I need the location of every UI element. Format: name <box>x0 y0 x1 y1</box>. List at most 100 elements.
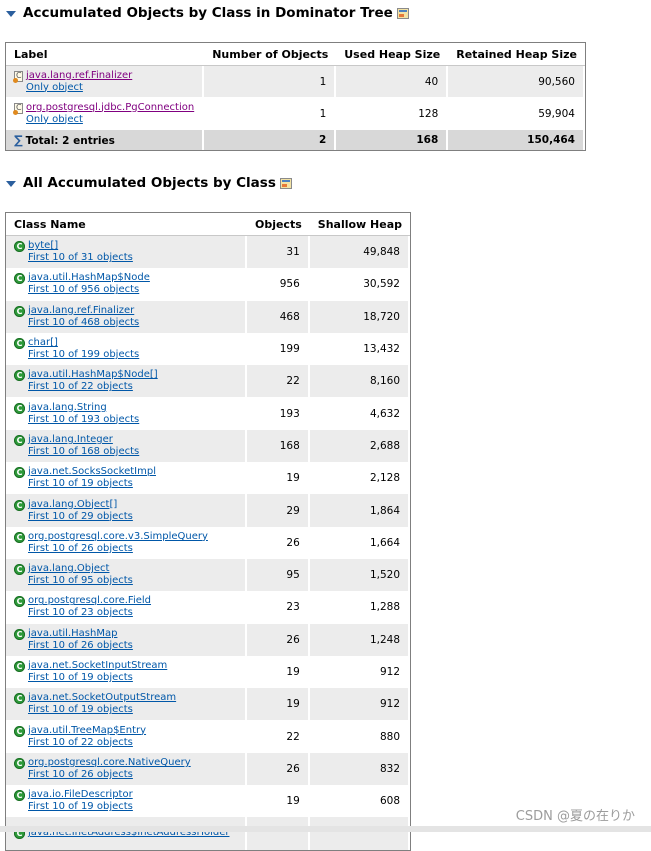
column-header-retained-heap[interactable]: Retained Heap Size <box>448 43 585 66</box>
objects-count: 956 <box>246 268 310 301</box>
class-link[interactable]: java.lang.Object[] <box>28 498 118 510</box>
section-dominator-header[interactable]: Accumulated Objects by Class in Dominato… <box>6 3 409 23</box>
shallow-heap-value: 30,592 <box>309 268 410 301</box>
collapse-triangle-icon[interactable] <box>6 11 16 17</box>
class-link[interactable]: java.util.HashMap <box>28 627 118 639</box>
table-row[interactable]: C java.lang.ref.Finalizer Only object 1 … <box>6 66 585 97</box>
retained-heap-value: 59,904 <box>448 97 585 130</box>
shallow-heap-value: 2,128 <box>309 462 410 495</box>
first-objects-link[interactable]: First 10 of 26 objects <box>28 768 133 780</box>
column-header-number-of-objects[interactable]: Number of Objects <box>204 43 337 66</box>
class-link[interactable]: java.lang.Object <box>28 563 110 575</box>
class-link[interactable]: java.net.SocketOutputStream <box>28 692 177 704</box>
class-link[interactable]: org.postgresql.core.v3.SimpleQuery <box>28 530 208 542</box>
first-objects-link[interactable]: First 10 of 95 objects <box>28 575 133 587</box>
shallow-heap-value: 13,432 <box>309 332 410 366</box>
first-objects-link[interactable]: First 10 of 19 objects <box>28 801 133 813</box>
first-objects-link[interactable]: First 10 of 19 objects <box>28 478 133 490</box>
column-header-used-heap[interactable]: Used Heap Size <box>336 43 449 66</box>
class-icon: C <box>14 370 25 382</box>
class-link[interactable]: org.postgresql.core.NativeQuery <box>28 756 191 768</box>
first-objects-link[interactable]: First 10 of 468 objects <box>28 316 140 328</box>
first-objects-link[interactable]: First 10 of 168 objects <box>28 445 140 457</box>
first-objects-link[interactable]: First 10 of 193 objects <box>28 413 140 425</box>
query-details-icon[interactable] <box>396 7 409 19</box>
column-header-shallow-heap[interactable]: Shallow Heap <box>309 213 410 236</box>
class-icon: C <box>14 725 25 737</box>
objects-count: 19 <box>246 688 310 721</box>
class-link[interactable]: java.lang.Integer <box>28 433 113 445</box>
class-icon: C <box>14 305 25 317</box>
sum-icon: ∑ <box>14 133 23 147</box>
class-link[interactable]: org.postgresql.core.Field <box>28 595 152 607</box>
horizontal-scrollbar[interactable] <box>0 826 651 832</box>
class-link[interactable]: java.net.SocksSocketImpl <box>28 466 156 478</box>
class-link[interactable]: java.lang.ref.Finalizer <box>28 304 135 316</box>
query-details-icon[interactable] <box>279 177 292 189</box>
class-link[interactable]: byte[] <box>28 240 59 252</box>
first-objects-link[interactable]: First 10 of 26 objects <box>28 542 133 554</box>
total-retained-heap: 150,464 <box>448 130 585 150</box>
class-icon: C <box>14 434 25 446</box>
class-object-icon: C <box>13 70 23 83</box>
class-icon: C <box>14 628 25 640</box>
shallow-heap-value: 912 <box>309 655 410 689</box>
class-link[interactable]: java.util.HashMap$Node <box>28 272 150 284</box>
only-object-link[interactable]: Only object <box>26 81 83 93</box>
class-link[interactable]: java.net.SocketInputStream <box>28 660 168 671</box>
column-header-objects[interactable]: Objects <box>246 213 310 236</box>
table-row[interactable]: C org.postgresql.jdbc.PgConnection Only … <box>6 97 585 130</box>
class-link[interactable]: char[] <box>28 337 58 349</box>
class-icon: C <box>14 757 25 769</box>
class-link[interactable]: java.util.HashMap$Node[] <box>28 369 158 381</box>
section-all-classes-header[interactable]: All Accumulated Objects by Class <box>6 173 292 193</box>
first-objects-link[interactable]: First 10 of 22 objects <box>28 381 133 393</box>
total-used-heap: 168 <box>336 130 449 150</box>
objects-count: 199 <box>246 332 310 366</box>
first-objects-link[interactable]: First 10 of 22 objects <box>28 736 133 748</box>
class-link[interactable]: java.io.FileDescriptor <box>28 789 133 801</box>
class-link[interactable]: java.util.TreeMap$Entry <box>28 724 147 736</box>
total-label: Total: 2 entries <box>25 135 115 147</box>
total-row: ∑ Total: 2 entries 2 168 150,464 <box>6 130 585 150</box>
section-title: Accumulated Objects by Class in Dominato… <box>23 5 393 21</box>
first-objects-link[interactable]: First 10 of 19 objects <box>28 672 133 683</box>
first-objects-link[interactable]: First 10 of 956 objects <box>28 284 140 296</box>
first-objects-link[interactable]: First 10 of 31 objects <box>28 252 133 264</box>
shallow-heap-value: 1,864 <box>309 494 410 527</box>
first-objects-link[interactable]: First 10 of 19 objects <box>28 704 133 716</box>
class-icon: C <box>14 273 25 285</box>
class-link[interactable]: java.lang.ref.Finalizer <box>26 69 133 81</box>
column-header-label[interactable]: Label <box>6 43 205 66</box>
objects-count: 22 <box>246 720 310 753</box>
class-link[interactable]: org.postgresql.jdbc.PgConnection <box>26 101 195 113</box>
first-objects-link[interactable]: First 10 of 26 objects <box>28 639 133 651</box>
class-link[interactable]: java.lang.String <box>28 401 107 413</box>
collapse-triangle-icon[interactable] <box>6 181 16 187</box>
column-header-class-name[interactable]: Class Name <box>6 213 247 236</box>
first-objects-link[interactable]: First 10 of 199 objects <box>28 349 140 361</box>
first-objects-link[interactable]: First 10 of 23 objects <box>28 607 133 619</box>
first-objects-link[interactable]: First 10 of 29 objects <box>28 510 133 522</box>
shallow-heap-value: 1,664 <box>309 526 410 559</box>
only-object-link[interactable]: Only object <box>26 113 83 125</box>
